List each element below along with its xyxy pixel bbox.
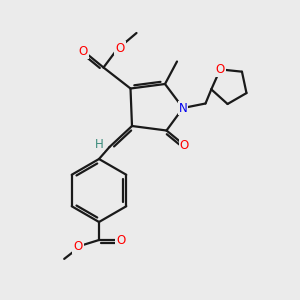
Text: N: N bbox=[178, 101, 188, 115]
Text: O: O bbox=[74, 240, 82, 254]
Text: O: O bbox=[116, 41, 124, 55]
Text: O: O bbox=[180, 139, 189, 152]
Text: O: O bbox=[216, 63, 225, 76]
Text: O: O bbox=[79, 45, 88, 58]
Text: O: O bbox=[116, 233, 125, 247]
Text: H: H bbox=[94, 138, 103, 151]
